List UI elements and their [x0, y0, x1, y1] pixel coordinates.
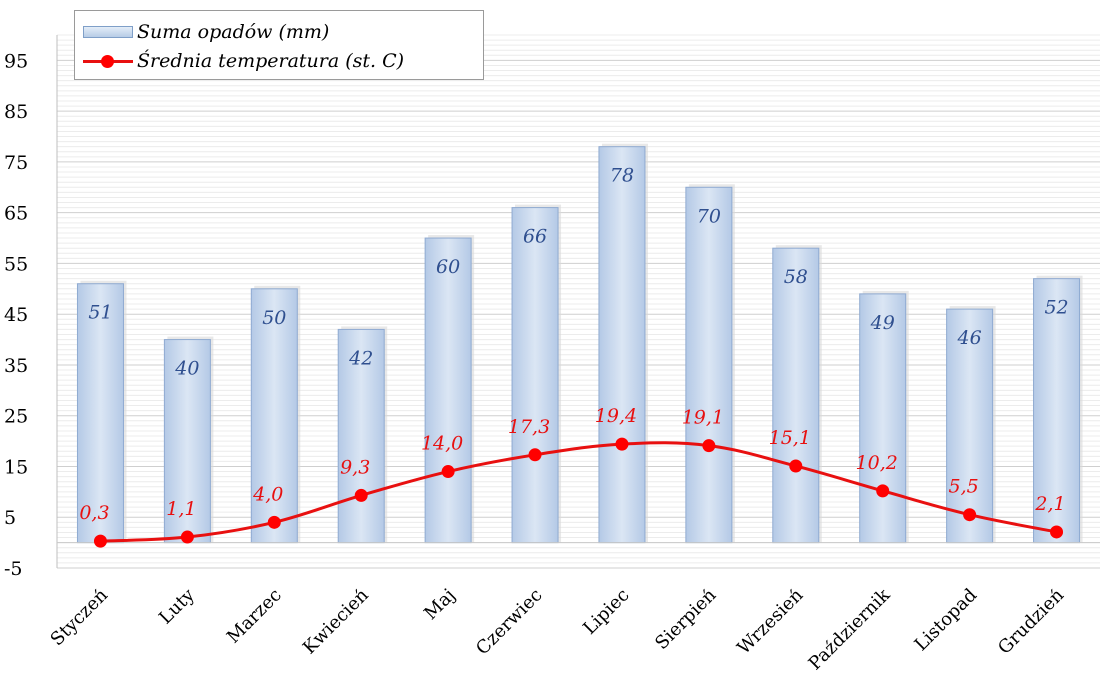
line-series: 0,3 1,1 4,0 9,3 14,0 17,3 19,4 19,1 15,1 10,2 5,5 2…	[79, 405, 1066, 548]
y-tick-label: -5	[4, 558, 23, 580]
bar-data-label: 70	[697, 205, 721, 227]
line-point	[789, 459, 803, 473]
bar-data-label: 46	[957, 327, 982, 349]
line-point	[267, 515, 281, 529]
y-tick-label: 25	[4, 406, 28, 428]
line-point	[441, 465, 455, 479]
bar-data-label: 60	[436, 256, 460, 278]
x-tick-label: Czerwiec	[472, 585, 547, 660]
y-tick-label: 65	[4, 203, 28, 225]
legend-line-swatch	[83, 55, 133, 68]
line-data-label: 2,1	[1034, 493, 1065, 515]
line-point	[354, 488, 368, 502]
line-data-label: 19,4	[595, 405, 637, 427]
legend-label-bar: Suma opadów (mm)	[137, 21, 330, 43]
y-tick-label: 55	[4, 253, 28, 275]
line-point	[93, 534, 107, 548]
bar-data-label: 40	[174, 358, 199, 380]
legend-label-line: Średnia temperatura (st. C)	[137, 50, 405, 72]
y-tick-label: 15	[4, 456, 28, 478]
line-data-label: 19,1	[682, 407, 724, 429]
x-tick-label: Styczeń	[47, 584, 113, 650]
y-tick-label: 35	[4, 355, 28, 377]
line-data-label: 10,2	[856, 452, 898, 474]
line-data-label: 4,0	[252, 483, 283, 505]
line-point	[180, 530, 194, 544]
line-data-label: 1,1	[166, 498, 196, 520]
x-tick-label: Luty	[155, 584, 199, 628]
y-tick-label: 45	[4, 304, 28, 326]
y-tick-label: 5	[4, 507, 16, 529]
bar-data-label: 49	[870, 312, 895, 334]
bar	[1033, 278, 1081, 544]
temperature-line	[100, 441, 1057, 543]
line-data-label: 0,3	[79, 502, 109, 524]
line-data-label: 5,5	[949, 476, 979, 498]
y-tick-label: 95	[4, 50, 28, 72]
bar-data-label: 42	[348, 347, 373, 369]
bar-data-label: 52	[1044, 297, 1068, 319]
bar-data-label: 78	[610, 165, 634, 187]
line-point	[702, 439, 716, 453]
legend-item-bar: Suma opadów (mm)	[83, 18, 329, 46]
bar-series: 51 40 50 42 60 66 78 70 58 49 46 52	[57, 143, 1100, 544]
line-point	[876, 484, 890, 498]
x-tick-label: Wrzesień	[733, 584, 807, 658]
bar-data-label: 58	[784, 266, 808, 288]
bar	[598, 146, 646, 544]
y-tick-label: 85	[4, 101, 28, 123]
bar-data-label: 66	[523, 226, 547, 248]
y-axis: -5 5 15 25 35 45 55 65 75 85 95	[4, 35, 58, 580]
line-data-label: 15,1	[769, 427, 811, 449]
line-point	[528, 448, 542, 462]
x-tick-label: Grudzień	[994, 584, 1068, 658]
line-data-label: 9,3	[340, 456, 370, 478]
gridlines	[57, 34, 1100, 569]
y-tick-label: 75	[4, 152, 28, 174]
legend-bar-swatch	[83, 26, 133, 38]
x-tick-label: Listopad	[911, 585, 982, 656]
bar-data-label: 50	[262, 307, 286, 329]
line-data-label: 14,0	[421, 433, 463, 455]
x-axis: Styczeń Luty Marzec Kwiecień Maj Czerwiec Lipi…	[47, 584, 1069, 674]
legend: Suma opadów (mm) Średnia temperatura (st…	[74, 10, 484, 80]
x-tick-label: Sierpień	[651, 584, 720, 653]
bar	[511, 207, 559, 544]
bar	[424, 237, 472, 544]
x-tick-label: Marzec	[223, 585, 286, 648]
line-data-label: 17,3	[508, 416, 550, 438]
x-tick-label: Październik	[805, 584, 895, 674]
x-tick-label: Maj	[420, 585, 459, 624]
x-tick-label: Lipiec	[579, 585, 633, 639]
bar	[772, 247, 820, 544]
bar	[337, 328, 385, 544]
bar	[946, 308, 994, 544]
x-tick-label: Kwiecień	[299, 584, 373, 658]
line-point	[615, 437, 629, 451]
legend-item-line: Średnia temperatura (st. C)	[83, 47, 404, 75]
bar	[250, 288, 298, 544]
line-point	[1050, 525, 1064, 539]
bar	[685, 186, 733, 544]
bar	[76, 283, 124, 544]
bar-data-label: 51	[88, 302, 112, 324]
bar	[163, 339, 211, 544]
line-point	[963, 508, 977, 522]
